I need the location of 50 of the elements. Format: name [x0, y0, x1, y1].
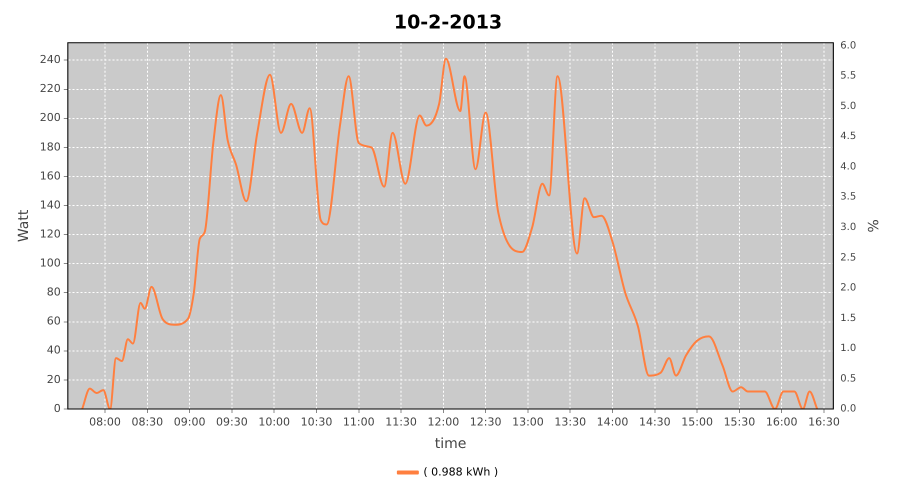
- y-tick-label: 0: [54, 402, 61, 415]
- y2-tick-label: 5.0: [840, 100, 856, 112]
- x-tick-label: 09:00: [174, 415, 206, 428]
- y2-tick-label: 3.0: [840, 222, 856, 234]
- x-tick-label: 16:30: [808, 415, 840, 428]
- x-tick-label: 11:30: [385, 415, 417, 428]
- y-tick-label: 100: [40, 256, 61, 270]
- x-tick-label: 14:00: [596, 415, 628, 428]
- y-tick-label: 140: [40, 198, 61, 212]
- x-tick-label: 08:30: [131, 415, 164, 428]
- x-tick-label: 12:00: [428, 415, 460, 428]
- line-series: [81, 58, 818, 409]
- x-tick-label: 15:00: [681, 415, 713, 428]
- x-tick-label: 09:30: [216, 415, 248, 428]
- x-tick-label: 13:30: [554, 415, 586, 428]
- x-tick-label: 10:00: [258, 415, 290, 428]
- y-tick-label: 20: [46, 372, 61, 386]
- y-tick-label: 160: [40, 169, 61, 182]
- y2-axis-title: %: [864, 219, 880, 233]
- y-axis-title: Watt: [16, 209, 32, 242]
- y-tick-label: 220: [40, 82, 61, 96]
- y-tick-label: 60: [46, 314, 61, 328]
- x-tick-label: 11:00: [342, 415, 375, 428]
- y-tick-label: 240: [40, 53, 61, 66]
- y-tick-label: 200: [40, 111, 61, 124]
- y2-tick-label: 4.0: [840, 161, 856, 172]
- x-tick-label: 16:00: [766, 415, 798, 428]
- x-axis-title: time: [434, 436, 466, 452]
- y-tick-label: 120: [40, 227, 61, 240]
- y2-tick-label: 0.0: [840, 404, 856, 415]
- x-tick-label: 13:00: [512, 415, 544, 428]
- x-tick-label: 14:30: [638, 415, 671, 428]
- y-tick-label: 80: [46, 286, 61, 299]
- x-tick-label: 10:30: [300, 415, 332, 428]
- x-tick-label: 15:30: [724, 415, 756, 428]
- y2-tick-label: 1.0: [840, 343, 856, 354]
- y2-tick-label: 2.5: [840, 252, 856, 264]
- x-tick-label: 12:30: [470, 415, 502, 428]
- y-tick-label: 180: [40, 140, 61, 154]
- y2-tick-label: 1.5: [840, 312, 856, 324]
- x-tick-label: 08:00: [89, 415, 121, 428]
- y2-tick-label: 4.5: [840, 131, 856, 142]
- chart-title: 10-2-2013: [394, 11, 502, 34]
- y2-tick-label: 5.5: [840, 70, 856, 82]
- y2-tick-label: 2.0: [840, 282, 856, 294]
- legend-label: ( 0.988 kWh ): [423, 465, 498, 478]
- y2-tick-label: 3.5: [840, 192, 856, 203]
- y2-tick-label: 6.0: [840, 40, 856, 52]
- y2-tick-label: 0.5: [840, 373, 856, 384]
- y-tick-label: 40: [46, 344, 61, 357]
